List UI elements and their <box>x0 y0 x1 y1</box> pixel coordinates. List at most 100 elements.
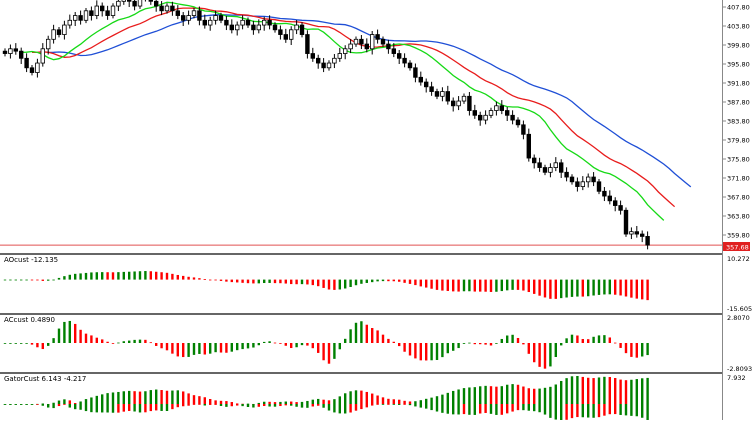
ac-bar <box>295 343 298 348</box>
candle <box>510 110 515 125</box>
candle-body <box>332 57 337 64</box>
panel-separator <box>0 253 722 255</box>
ac-bar <box>187 343 190 357</box>
ao-bar <box>47 279 50 281</box>
candle <box>56 26 62 38</box>
candle-body <box>591 176 596 183</box>
gator-lower-bar <box>344 404 347 414</box>
gator-lower-bar <box>327 404 331 411</box>
price-tick-label: 371.80 <box>727 175 750 183</box>
candle <box>110 3 116 19</box>
candle-body <box>645 236 650 246</box>
gator-upper-bar <box>624 380 628 404</box>
ao-bar <box>155 271 158 280</box>
candle <box>488 107 494 119</box>
ao-bar <box>376 279 379 282</box>
gator-lower-bar <box>106 404 109 413</box>
candle <box>40 43 45 67</box>
candle <box>332 54 337 69</box>
gator-lower-bar <box>365 404 368 408</box>
candle-body <box>83 10 89 21</box>
ac-bar <box>473 343 476 345</box>
ao-bar <box>187 276 190 280</box>
ac-bar <box>381 334 385 343</box>
candle <box>634 225 639 238</box>
candle-body <box>542 167 548 173</box>
candle <box>35 58 40 78</box>
gator-lower-bar <box>246 404 250 408</box>
gator-lower-bar <box>495 404 498 415</box>
ac-scale-top: 2.8070 <box>727 314 750 322</box>
candle-body <box>396 53 402 59</box>
gator-lower-bar <box>74 404 77 410</box>
ac-bar <box>290 343 293 349</box>
ac-bar <box>333 343 336 359</box>
candle <box>504 106 510 121</box>
gator-upper-bar <box>430 397 433 404</box>
gator-lower-bar <box>473 404 476 415</box>
gator-lower-bar <box>155 404 158 411</box>
ac-bar <box>344 338 347 343</box>
gator-upper-bar <box>646 377 649 404</box>
ao-bar <box>522 279 525 291</box>
ao-panel <box>3 271 649 301</box>
candle <box>618 200 623 215</box>
candle-body <box>2 50 8 54</box>
candle <box>580 176 585 191</box>
gator-lower-bar <box>117 404 120 413</box>
ac-bar <box>425 343 428 361</box>
price-tick-label: 367.80 <box>727 194 750 202</box>
candle <box>100 2 105 17</box>
ao-bar <box>371 279 374 283</box>
ao-bar <box>25 279 28 281</box>
ac-bar <box>533 343 536 363</box>
ao-bar <box>284 279 287 284</box>
candle <box>586 173 591 188</box>
candle <box>553 157 558 172</box>
gator-upper-bar <box>516 384 520 404</box>
ac-bar <box>257 343 260 346</box>
gator-upper-bar <box>230 402 233 404</box>
price-tick-label: 383.80 <box>727 118 750 126</box>
ac-bar <box>630 343 633 357</box>
gator-upper-bar <box>365 391 368 404</box>
candle-body <box>391 48 396 54</box>
candle <box>353 36 359 47</box>
gator-lower-bar <box>273 404 277 407</box>
ao-bar <box>624 279 628 297</box>
gator-lower-bar <box>101 404 104 413</box>
candle-body <box>402 57 407 64</box>
candle-body <box>105 10 110 16</box>
gator-lower-bar <box>376 404 379 405</box>
gator-lower-bar <box>430 404 433 411</box>
gator-upper-bar <box>344 393 347 404</box>
candle-body <box>575 181 580 187</box>
gator-lower-bar <box>500 404 503 415</box>
candle <box>159 1 164 16</box>
candle-body <box>613 200 618 206</box>
candle-body <box>121 0 126 2</box>
candle <box>499 100 504 115</box>
gator-lower-bar <box>543 404 547 415</box>
ao-bar <box>306 279 309 285</box>
ao-bar <box>349 279 352 287</box>
gator-upper-bar <box>165 390 169 404</box>
candle-body <box>132 0 137 7</box>
ac-bar <box>435 343 439 360</box>
candle-body <box>261 19 267 26</box>
ac-bar <box>160 343 163 349</box>
gator-upper-bar <box>57 400 61 404</box>
candle-body <box>504 110 510 116</box>
candle <box>575 177 580 192</box>
gator-lower-bar <box>333 404 336 413</box>
gator-lower-bar <box>241 404 244 407</box>
ao-bar <box>30 279 34 281</box>
ao-bar <box>506 279 509 291</box>
ac-bar <box>403 343 406 352</box>
ao-bar <box>263 279 266 284</box>
ao-bar <box>101 272 104 280</box>
gator-upper-bar <box>392 399 395 404</box>
candle-body <box>337 53 342 59</box>
candle <box>418 71 423 86</box>
ac-bar <box>47 343 50 346</box>
